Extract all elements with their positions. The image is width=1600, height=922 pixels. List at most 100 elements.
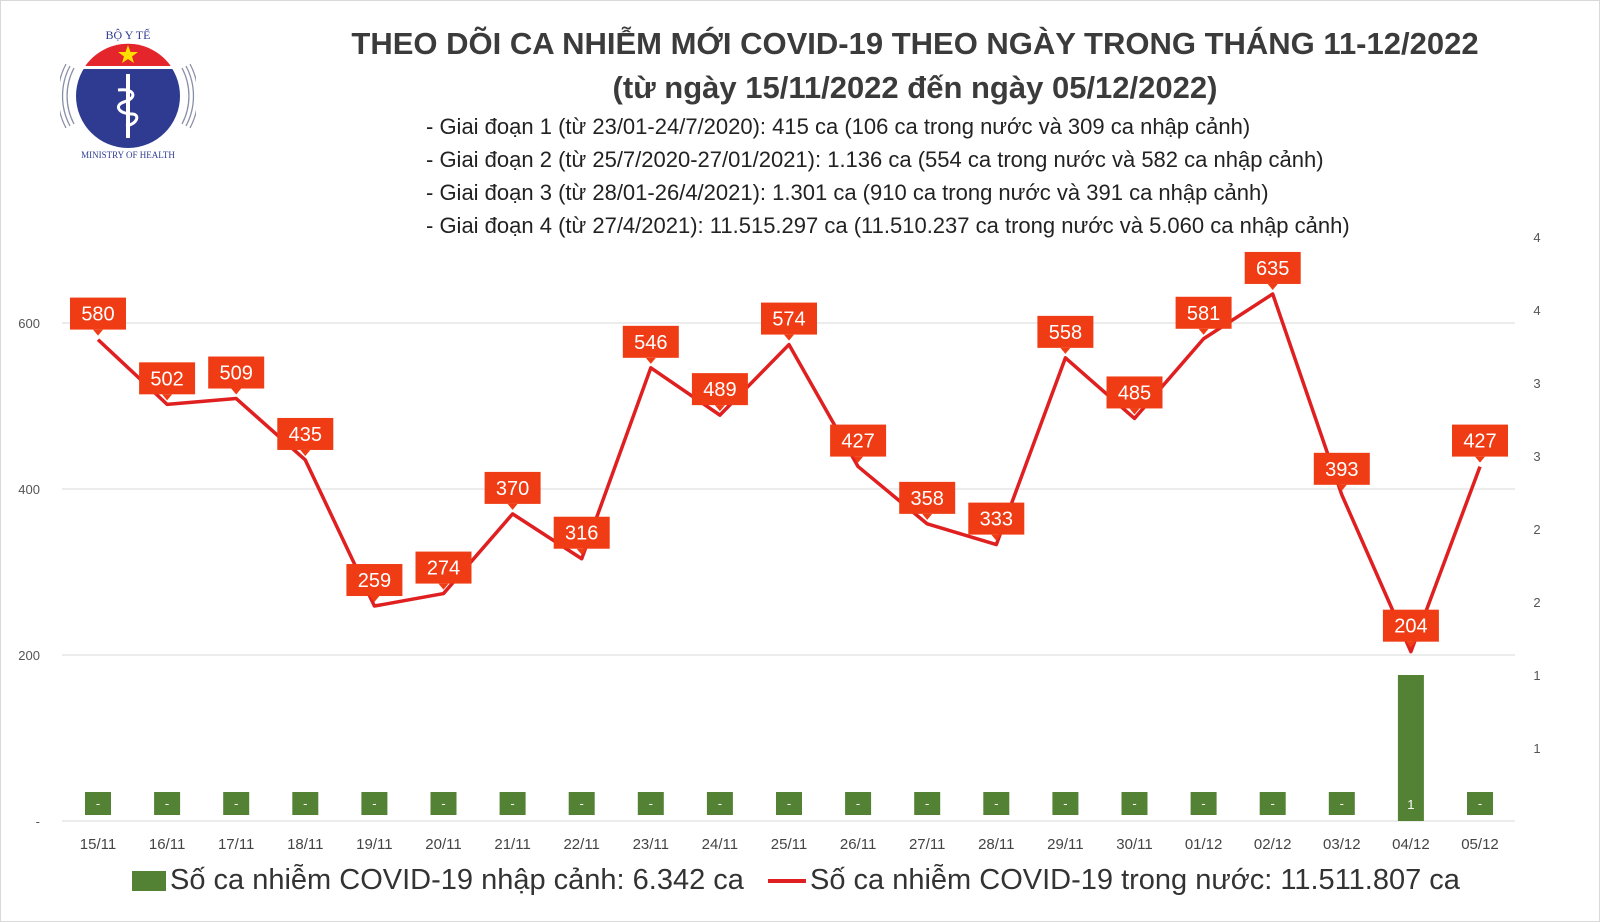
data-label: 370 bbox=[496, 478, 529, 500]
data-label-pointer bbox=[369, 596, 380, 603]
bar-imported bbox=[776, 792, 802, 815]
bar-label: - bbox=[1478, 796, 1482, 811]
data-label: 509 bbox=[220, 363, 253, 385]
x-axis-tick: 24/11 bbox=[702, 836, 738, 853]
bar-imported bbox=[85, 792, 111, 815]
legend-item-imported: Số ca nhiễm COVID-19 nhập cảnh: 6.342 ca bbox=[132, 864, 744, 897]
data-label-box bbox=[553, 516, 610, 549]
legend-swatch-bar bbox=[132, 870, 166, 891]
data-label: 502 bbox=[150, 368, 183, 390]
data-label: 489 bbox=[703, 379, 736, 401]
data-label-pointer bbox=[507, 503, 518, 510]
data-label: 546 bbox=[634, 332, 667, 354]
data-label-pointer bbox=[1129, 408, 1140, 415]
bar-label: - bbox=[303, 796, 307, 811]
bar-label: - bbox=[787, 796, 791, 811]
data-label: 274 bbox=[427, 558, 460, 580]
bar-imported bbox=[1328, 792, 1355, 815]
x-axis-tick: 19/11 bbox=[356, 836, 392, 853]
bar-imported bbox=[637, 792, 664, 815]
bar-label: - bbox=[994, 796, 998, 811]
data-label-pointer bbox=[576, 548, 587, 555]
x-axis-tick: 16/11 bbox=[149, 836, 185, 853]
bar-imported bbox=[1052, 792, 1079, 815]
bar-imported bbox=[1397, 675, 1424, 821]
bar-label: - bbox=[441, 796, 445, 811]
bar-label: - bbox=[1132, 796, 1136, 811]
bar-imported bbox=[1190, 792, 1217, 815]
data-label: 485 bbox=[1118, 382, 1151, 404]
data-label-box bbox=[139, 362, 196, 395]
right-axis-tick: 1 bbox=[1533, 668, 1540, 683]
data-label: 358 bbox=[911, 488, 944, 510]
x-axis-tick: 28/11 bbox=[978, 836, 1014, 853]
data-label: 427 bbox=[1463, 431, 1496, 453]
data-label-box bbox=[1382, 609, 1439, 642]
bar-label: 1 bbox=[1407, 797, 1414, 812]
note-phase-4: - Giai đoạn 4 (từ 27/4/2021): 11.515.297… bbox=[426, 213, 1350, 238]
note-phase-2: - Giai đoạn 2 (từ 25/7/2020-27/01/2021):… bbox=[426, 147, 1324, 172]
data-label-box bbox=[1313, 452, 1370, 485]
data-label-box bbox=[968, 502, 1025, 535]
bar-imported bbox=[914, 792, 941, 815]
bar-label: - bbox=[649, 796, 653, 811]
data-label-pointer bbox=[1267, 283, 1278, 290]
data-label-pointer bbox=[1475, 456, 1485, 463]
data-label: 558 bbox=[1049, 322, 1082, 344]
bar-label: - bbox=[234, 796, 238, 811]
bar-imported bbox=[361, 792, 388, 815]
data-label: 580 bbox=[81, 304, 114, 326]
bar-imported bbox=[845, 792, 872, 815]
legend-item-domestic: Số ca nhiễm COVID-19 trong nước: 11.511.… bbox=[768, 864, 1460, 897]
bar-label: - bbox=[1063, 796, 1067, 811]
bar-imported bbox=[1259, 792, 1286, 815]
data-label-box bbox=[830, 424, 887, 457]
bar-imported bbox=[568, 792, 595, 815]
note-phase-1: - Giai đoạn 1 (từ 23/01-24/7/2020): 415 … bbox=[426, 114, 1251, 139]
bar-imported bbox=[1467, 792, 1493, 815]
data-label-pointer bbox=[1405, 641, 1416, 648]
right-axis-tick: 2 bbox=[1533, 522, 1540, 537]
data-label-pointer bbox=[991, 534, 1002, 541]
data-label-pointer bbox=[438, 583, 449, 590]
data-label: 635 bbox=[1256, 258, 1289, 280]
data-label-box bbox=[346, 564, 403, 597]
data-label-pointer bbox=[853, 456, 864, 463]
data-label-pointer bbox=[300, 449, 311, 456]
data-label-pointer bbox=[1198, 328, 1209, 335]
data-label-pointer bbox=[922, 513, 933, 520]
bar-label: - bbox=[1271, 796, 1275, 811]
data-label-box bbox=[484, 471, 541, 504]
data-label-pointer bbox=[1336, 484, 1347, 491]
left-axis-tick: - bbox=[36, 814, 40, 829]
x-axis-tick: 05/12 bbox=[1461, 836, 1499, 853]
x-axis-tick: 27/11 bbox=[909, 836, 945, 853]
bar-imported bbox=[154, 792, 181, 815]
right-axis-tick: 1 bbox=[1533, 741, 1540, 756]
right-axis-tick: 4 bbox=[1533, 303, 1540, 318]
x-axis-tick: 01/12 bbox=[1185, 836, 1223, 853]
bar-label: - bbox=[1340, 796, 1344, 811]
left-axis-tick: 600 bbox=[18, 316, 40, 331]
data-label: 427 bbox=[841, 431, 874, 453]
data-label-box bbox=[1037, 315, 1094, 348]
bar-label: - bbox=[96, 796, 100, 811]
x-axis-tick: 23/11 bbox=[633, 836, 669, 853]
bar-label: - bbox=[925, 796, 929, 811]
data-label-box bbox=[277, 417, 334, 450]
x-axis-tick: 17/11 bbox=[218, 836, 254, 853]
data-label: 259 bbox=[358, 570, 391, 592]
chart-title: THEO DÕI CA NHIỄM MỚI COVID-19 THEO NGÀY… bbox=[351, 26, 1479, 61]
chart-subtitle: (từ ngày 15/11/2022 đến ngày 05/12/2022) bbox=[612, 70, 1218, 105]
bar-label: - bbox=[165, 796, 169, 811]
x-axis-tick: 18/11 bbox=[287, 836, 323, 853]
x-axis-tick: 04/12 bbox=[1392, 836, 1430, 853]
bar-imported bbox=[430, 792, 457, 815]
svg-text:BỘ Y TẾ: BỘ Y TẾ bbox=[106, 28, 151, 42]
bar-imported bbox=[1121, 792, 1148, 815]
svg-text:MINISTRY OF HEALTH: MINISTRY OF HEALTH bbox=[81, 150, 175, 160]
x-axis-tick: 21/11 bbox=[494, 836, 530, 853]
data-label-pointer bbox=[93, 329, 103, 336]
data-label-box bbox=[415, 551, 472, 584]
